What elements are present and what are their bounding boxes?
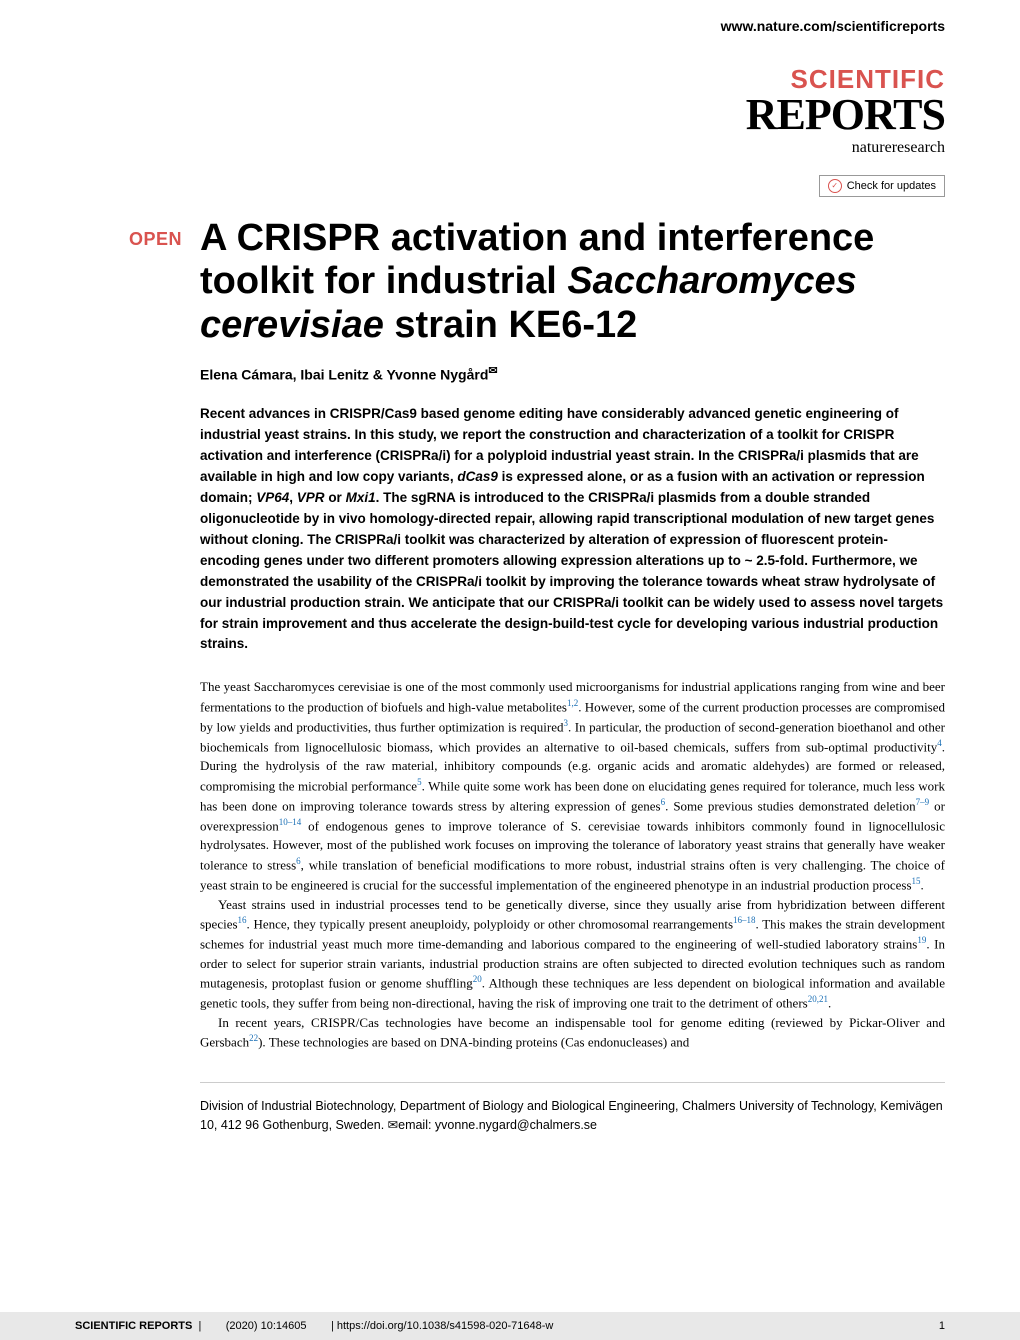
check-updates-button[interactable]: ✓ Check for updates [819,175,945,197]
ref-16-18[interactable]: 16–18 [733,915,756,925]
journal-name-line3: natureresearch [0,139,945,157]
right-column: A CRISPR activation and interference too… [200,217,945,1053]
footer-journal: SCIENTIFIC REPORTS [75,1320,192,1332]
affiliation-block: Division of Industrial Biotechnology, De… [200,1082,945,1135]
crossmark-icon: ✓ [828,179,842,193]
authors-text: Elena Cámara, Ibai Lenitz & Yvonne Nygår… [200,366,488,382]
header-url[interactable]: www.nature.com/scientificreports [721,18,945,34]
ref-7-9[interactable]: 7–9 [916,797,930,807]
body-text: The yeast Saccharomyces cerevisiae is on… [200,677,945,1052]
ref-19[interactable]: 19 [917,935,926,945]
ref-22[interactable]: 22 [249,1033,258,1043]
content-wrapper: OPEN A CRISPR activation and interferenc… [0,197,1020,1053]
abstract: Recent advances in CRISPR/Cas9 based gen… [200,404,945,655]
ref-1-2[interactable]: 1,2 [567,698,578,708]
ref-15[interactable]: 15 [912,876,921,886]
footer-doi[interactable]: https://doi.org/10.1038/s41598-020-71648… [337,1320,554,1332]
corresponding-author-icon: ✉ [488,365,497,377]
article-title: A CRISPR activation and interference too… [200,217,945,348]
journal-name-line2: REPORTS [0,95,945,135]
footer-left: SCIENTIFIC REPORTS | (2020) 10:14605 | h… [75,1320,553,1332]
affiliation-text: Division of Industrial Biotechnology, De… [200,1099,943,1132]
journal-logo-block: SCIENTIFIC REPORTS natureresearch [0,34,1020,157]
ref-16[interactable]: 16 [238,915,247,925]
ref-10-14[interactable]: 10–14 [279,817,302,827]
footer-citation: (2020) 10:14605 [226,1320,307,1332]
ref-20-21[interactable]: 20,21 [808,994,828,1004]
check-updates-wrapper: ✓ Check for updates [0,157,1020,197]
open-access-badge: OPEN [75,229,182,250]
check-updates-label: Check for updates [847,180,936,192]
header-url-bar: www.nature.com/scientificreports [0,0,1020,34]
footer-page-number: 1 [939,1320,945,1332]
left-column: OPEN [75,217,200,1053]
page-container: www.nature.com/scientificreports SCIENTI… [0,0,1020,1340]
ref-20[interactable]: 20 [473,974,482,984]
footer-bar: SCIENTIFIC REPORTS | (2020) 10:14605 | h… [0,1312,1020,1340]
paragraph-2: Yeast strains used in industrial process… [200,895,945,1013]
paragraph-3: In recent years, CRISPR/Cas technologies… [200,1013,945,1052]
paragraph-1: The yeast Saccharomyces cerevisiae is on… [200,677,945,894]
authors-list: Elena Cámara, Ibai Lenitz & Yvonne Nygår… [200,364,945,383]
